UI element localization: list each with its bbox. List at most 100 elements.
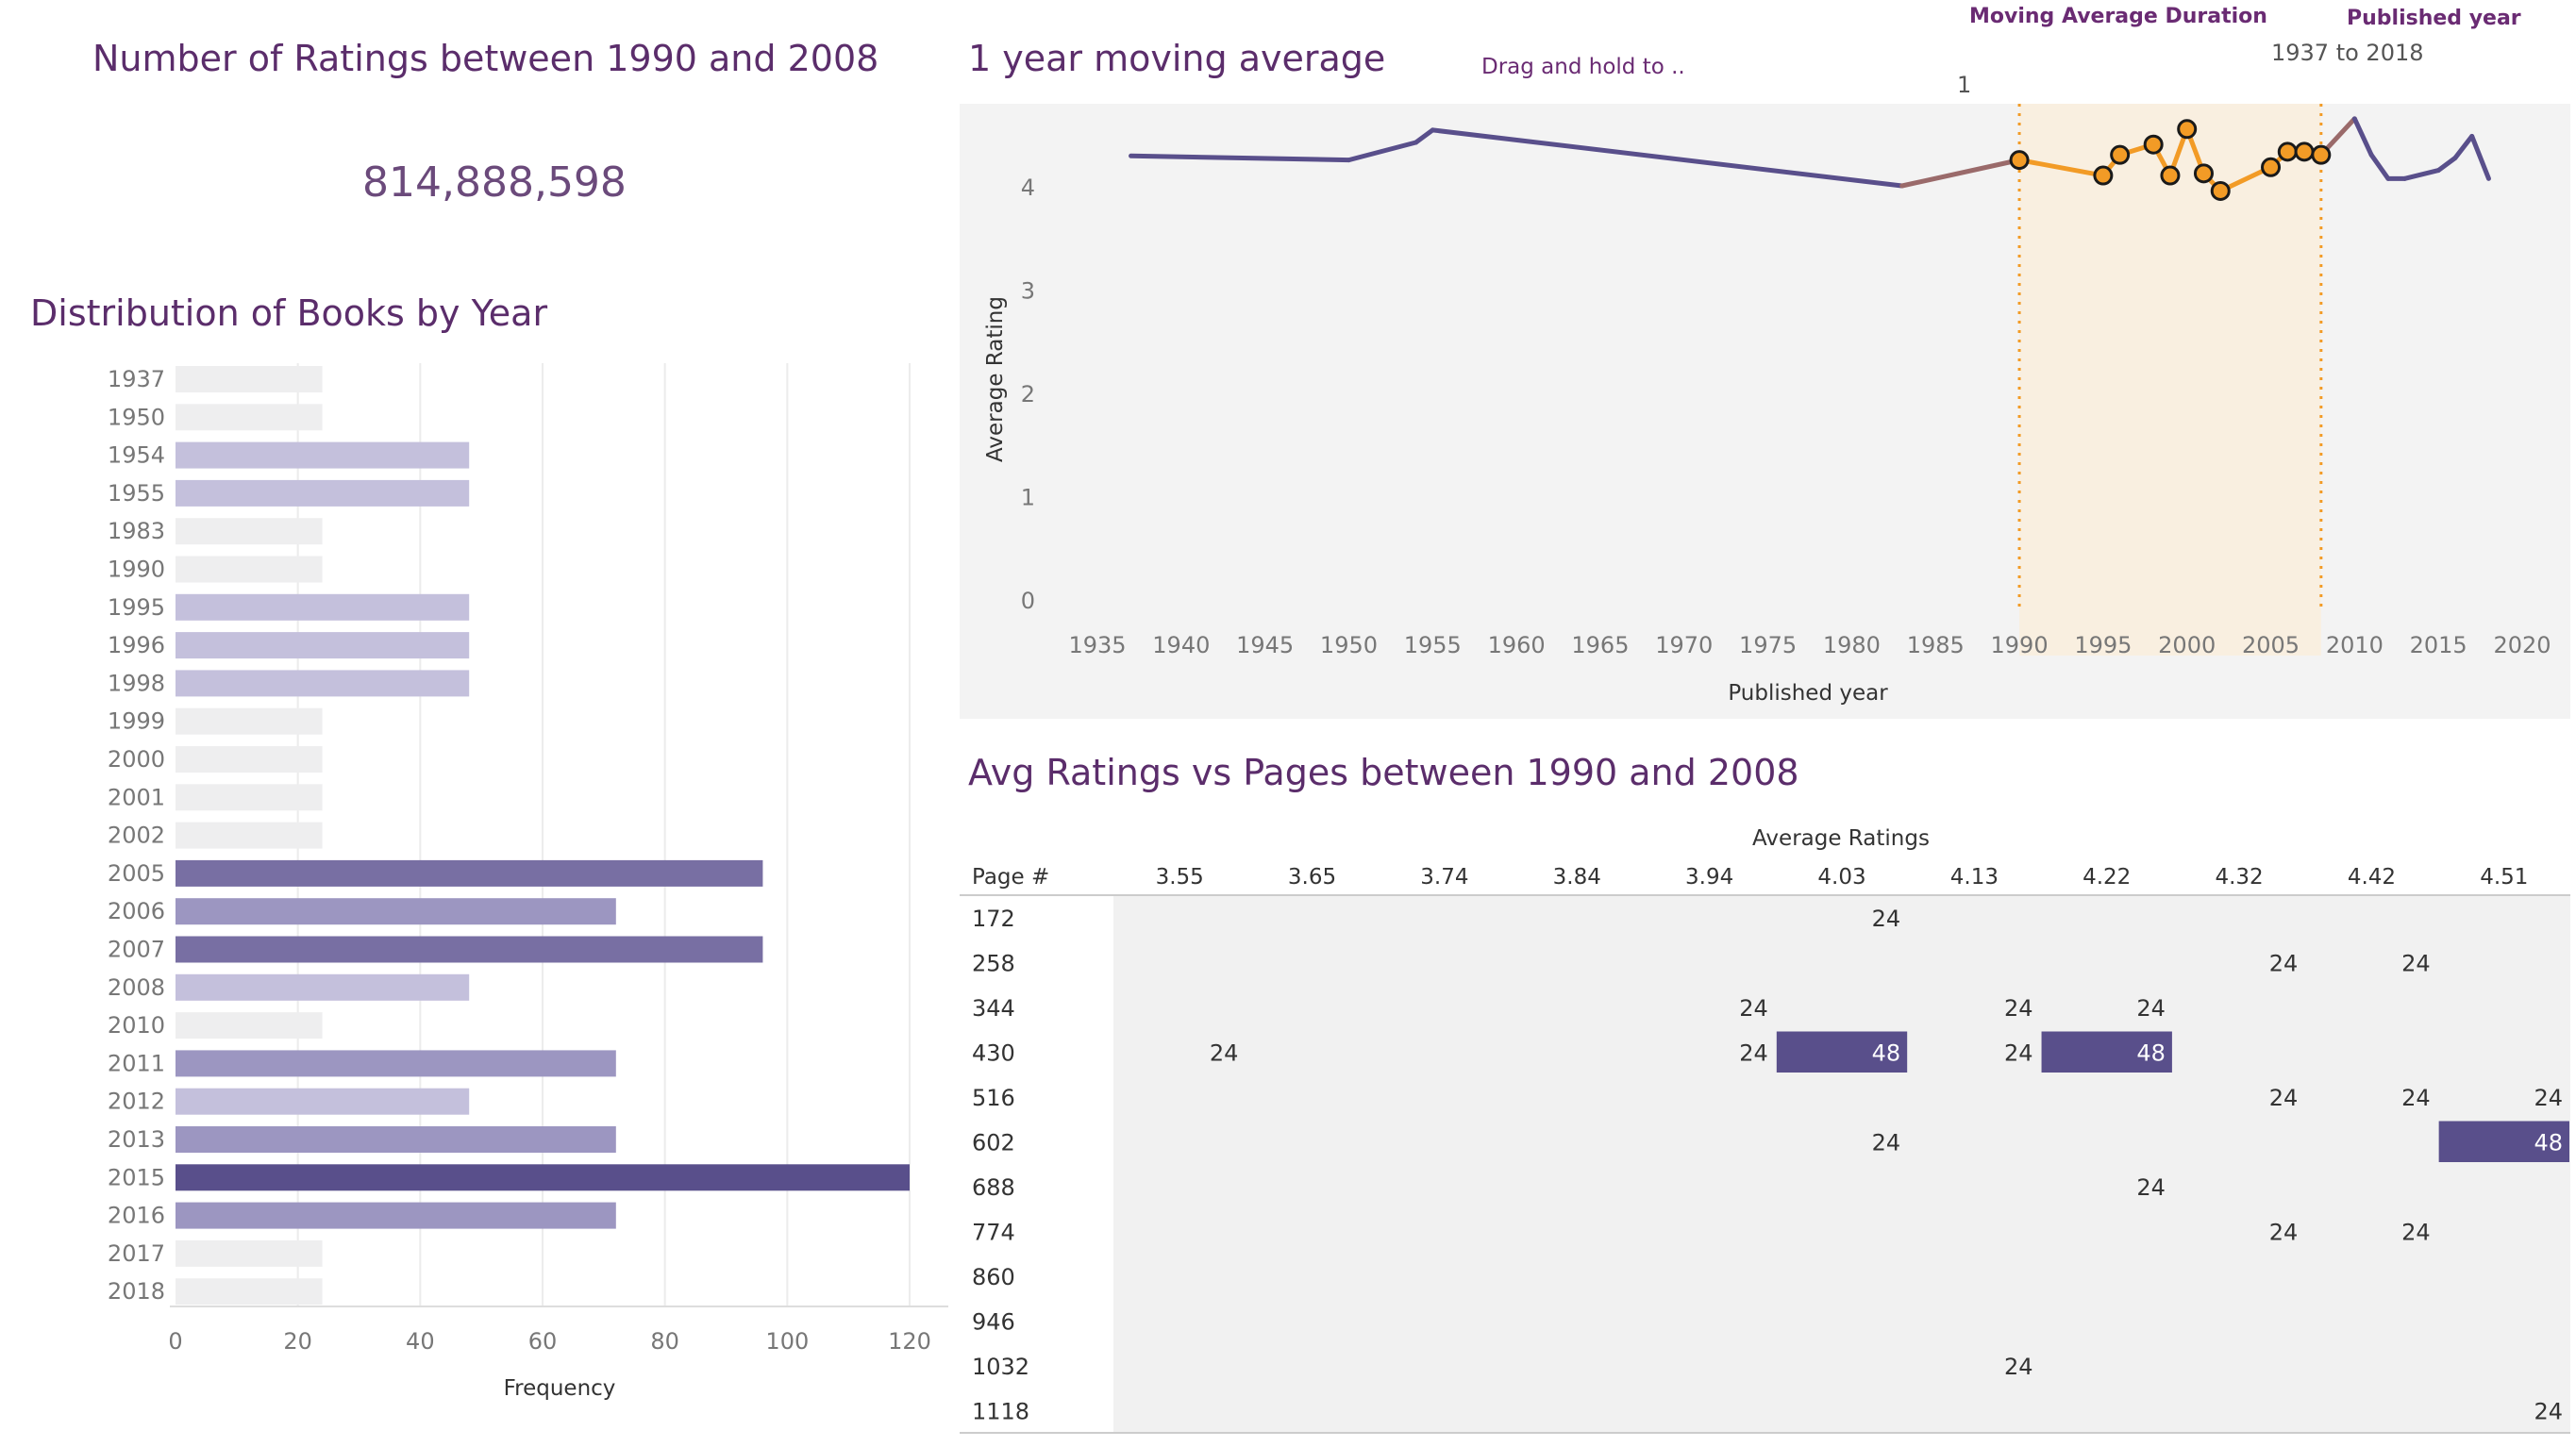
- line-segment: [2368, 152, 2391, 181]
- x-tick-label: 2020: [2493, 632, 2551, 658]
- year-label: 2011: [108, 1050, 165, 1076]
- bar: [176, 1239, 323, 1267]
- column-axis-title: Average Ratings: [1752, 826, 1930, 851]
- data-point: [2193, 163, 2214, 184]
- line-segment: [2351, 116, 2374, 158]
- bar: [176, 1126, 616, 1153]
- year-label: 1937: [108, 366, 165, 392]
- cell-value: 24: [2269, 950, 2299, 976]
- selected-range-band: [2019, 104, 2321, 656]
- x-tick-label: 1935: [1068, 632, 1126, 658]
- y-tick-label: 1: [1021, 485, 1035, 511]
- column-label: 4.03: [1817, 865, 1865, 890]
- moving-average-line-chart[interactable]: 0 1 2 3 4 1935 1940 1945 1950 1955 1960 1965 1970 197…: [0, 0, 2576, 736]
- bar: [176, 1164, 910, 1191]
- cell-value: 24: [2269, 1219, 2299, 1245]
- x-tick-label: 1995: [2074, 632, 2132, 658]
- year-label: 2008: [108, 974, 165, 1001]
- data-point: [2110, 144, 2131, 165]
- x-tick-label: 2005: [2242, 632, 2300, 658]
- kpi-value: 814,888,598: [362, 158, 627, 207]
- moving-average-duration-value[interactable]: 1: [1957, 72, 1972, 98]
- x-tick-label: 1980: [1823, 632, 1881, 658]
- column-label: 3.55: [1156, 865, 1204, 890]
- cell-value: 24: [1739, 995, 1768, 1022]
- row-axis-title: Page #: [972, 865, 1049, 890]
- line-chart-title: 1 year moving average: [968, 38, 1386, 79]
- year-label: 2015: [108, 1164, 165, 1190]
- cell-value: 24: [1210, 1040, 1239, 1066]
- bar: [176, 1202, 616, 1229]
- year-label: 2018: [108, 1278, 165, 1305]
- x-tick-label: 1940: [1152, 632, 1210, 658]
- line-segment: [2016, 158, 2106, 178]
- x-tick-label: 2015: [2410, 632, 2467, 658]
- year-label: 1999: [108, 708, 165, 735]
- kpi-title: Number of Ratings between 1990 and 2008: [92, 38, 879, 79]
- cell-value: 24: [1739, 1040, 1768, 1066]
- cell-value: 24: [2004, 1040, 2033, 1066]
- year-label: 2002: [108, 823, 165, 849]
- cell-value: 24: [2136, 995, 2166, 1022]
- data-point: [2160, 165, 2181, 186]
- x-tick-label: 0: [168, 1328, 182, 1355]
- bar: [176, 518, 323, 545]
- x-tick-label: 1945: [1236, 632, 1294, 658]
- bar: [176, 707, 323, 735]
- year-label: 1998: [108, 670, 165, 696]
- bar: [176, 366, 323, 392]
- year-label: 2016: [108, 1203, 165, 1229]
- bar: [176, 898, 616, 925]
- y-axis-title: Average Rating: [983, 296, 1008, 462]
- bar: [176, 479, 470, 507]
- line-segment: [2469, 133, 2491, 181]
- x-tick-label: 80: [650, 1328, 679, 1355]
- bar: [176, 1088, 470, 1115]
- heatmap-cell: [2041, 1031, 2172, 1073]
- x-tick-label: 1950: [1320, 632, 1378, 658]
- year-label: 2007: [108, 937, 165, 963]
- bar: [176, 1012, 323, 1040]
- published-year-filter-value[interactable]: 1937 to 2018: [2271, 40, 2424, 66]
- row-label: 946: [972, 1308, 1015, 1335]
- line-segment: [1899, 158, 2022, 189]
- column-label: 4.32: [2215, 865, 2263, 890]
- column-label: 4.22: [2083, 865, 2131, 890]
- year-label: 1955: [108, 480, 165, 507]
- year-label: 2012: [108, 1089, 165, 1115]
- row-label: 602: [972, 1129, 1015, 1156]
- data-point: [2143, 134, 2164, 155]
- cell-value: 24: [2534, 1085, 2563, 1111]
- year-label: 1995: [108, 594, 165, 621]
- year-label: 1954: [108, 442, 165, 469]
- cell-value: 24: [2401, 950, 2431, 976]
- year-label: 1983: [108, 518, 165, 544]
- heatmap-title: Avg Ratings vs Pages between 1990 and 20…: [968, 752, 1799, 793]
- year-label: 2006: [108, 898, 165, 924]
- column-label: 3.94: [1685, 865, 1733, 890]
- line-segment: [1430, 127, 1905, 189]
- row-label: 258: [972, 950, 1015, 976]
- column-label: 4.13: [1950, 865, 1999, 890]
- cell-value: 24: [2004, 995, 2033, 1022]
- data-point: [2093, 165, 2114, 186]
- line-segment: [1413, 127, 1435, 145]
- x-tick-label: 120: [888, 1328, 931, 1355]
- x-tick-label: 2000: [2158, 632, 2216, 658]
- cell-value: 24: [2401, 1085, 2431, 1111]
- x-tick-label: 1960: [1488, 632, 1546, 658]
- row-label: 860: [972, 1264, 1015, 1290]
- column-label: 3.74: [1420, 865, 1468, 890]
- column-label: 4.51: [2480, 865, 2528, 890]
- year-label: 1996: [108, 632, 165, 658]
- heatmap-background: [1113, 895, 2570, 1433]
- bar: [176, 556, 323, 583]
- data-point: [2009, 150, 2030, 171]
- cell-value: 48: [2136, 1040, 2166, 1066]
- x-tick-label: 20: [283, 1328, 312, 1355]
- x-axis-title: Frequency: [504, 1376, 616, 1401]
- x-tick-label: 1970: [1655, 632, 1713, 658]
- row-label: 516: [972, 1085, 1015, 1111]
- bar: [176, 1278, 323, 1306]
- bar: [176, 784, 323, 811]
